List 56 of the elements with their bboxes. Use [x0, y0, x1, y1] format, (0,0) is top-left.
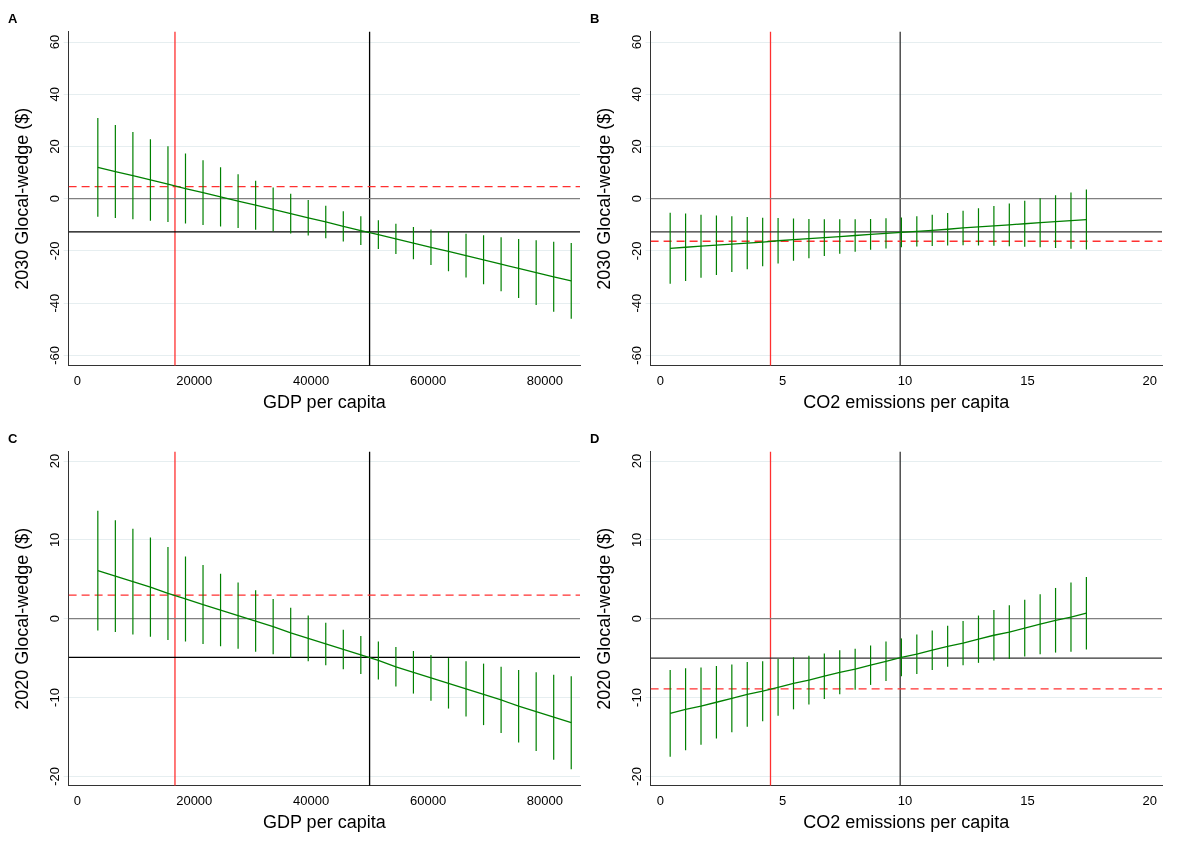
- chart-title: B: [590, 11, 600, 27]
- y-tick-label: 20: [46, 453, 62, 469]
- x-tick-label: 20000: [176, 373, 213, 389]
- y-tick-label: 60: [628, 34, 644, 50]
- x-tick-label: 60000: [409, 793, 447, 809]
- y-tick-label: -20: [46, 766, 62, 786]
- x-tick-label: 0: [73, 793, 81, 809]
- y-tick-label: 0: [628, 195, 644, 203]
- x-tick-label: 0: [656, 373, 664, 389]
- y-tick-label: -40: [628, 293, 644, 313]
- y-tick-label: 0: [46, 195, 62, 203]
- chart-title: D: [590, 431, 600, 447]
- x-tick-label: 80000: [526, 373, 564, 389]
- x-tick-label: 15: [1020, 793, 1035, 809]
- y-axis-title: 2030 Glocal-wedge ($): [593, 107, 614, 290]
- y-tick-label: -40: [46, 293, 62, 313]
- y-tick-label: 20: [628, 139, 644, 154]
- y-tick-label: 20: [628, 453, 644, 469]
- y-axis-title: 2030 Glocal-wedge ($): [11, 107, 32, 290]
- x-axis-title: GDP per capita: [262, 812, 387, 833]
- x-axis-title: CO2 emissions per capita: [803, 392, 1011, 413]
- y-tick-label: -60: [628, 345, 644, 365]
- x-tick-label: 20: [1142, 793, 1157, 809]
- x-tick-label: 80000: [526, 793, 564, 809]
- y-tick-label: -20: [628, 241, 644, 261]
- y-tick-label: -10: [628, 688, 644, 707]
- chart-title: C: [8, 431, 18, 447]
- y-tick-label: 40: [46, 87, 62, 102]
- x-tick-label: 10: [897, 793, 913, 809]
- y-tick-label: -20: [46, 241, 62, 261]
- y-tick-label: 20: [46, 139, 62, 154]
- y-axis-title: 2020 Glocal-wedge ($): [593, 527, 614, 710]
- x-tick-label: 20000: [176, 793, 213, 809]
- x-tick-label: 40000: [293, 373, 330, 389]
- x-tick-label: 60000: [409, 373, 447, 389]
- x-tick-label: 10: [897, 373, 913, 389]
- x-tick-label: 20: [1142, 373, 1157, 389]
- y-tick-label: 0: [628, 615, 644, 623]
- y-tick-label: 10: [46, 532, 62, 548]
- x-tick-label: 5: [779, 373, 787, 389]
- y-tick-label: 10: [628, 532, 644, 548]
- chart-title: A: [8, 11, 18, 27]
- y-axis-title: 2020 Glocal-wedge ($): [11, 527, 32, 710]
- x-tick-label: 15: [1020, 373, 1035, 389]
- y-tick-label: -10: [46, 688, 62, 707]
- x-axis-title: GDP per capita: [262, 392, 387, 413]
- y-tick-label: 40: [628, 87, 644, 102]
- x-tick-label: 40000: [293, 793, 330, 809]
- y-tick-label: -20: [628, 766, 644, 786]
- x-tick-label: 5: [779, 793, 787, 809]
- x-tick-label: 0: [656, 793, 664, 809]
- y-tick-label: 60: [46, 34, 62, 50]
- y-tick-label: 0: [46, 615, 62, 623]
- x-axis-title: CO2 emissions per capita: [803, 812, 1011, 833]
- y-tick-label: -60: [46, 345, 62, 365]
- x-tick-label: 0: [73, 373, 81, 389]
